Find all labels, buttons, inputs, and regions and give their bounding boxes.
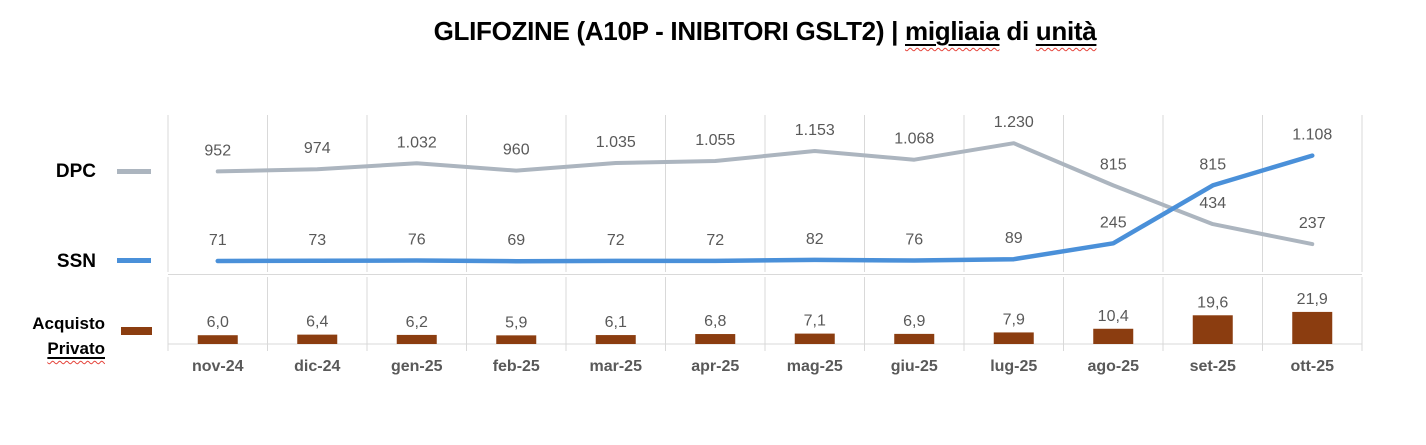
spellcheck-squiggle: Privato [47, 339, 105, 358]
dpc-data-label: 1.153 [795, 122, 835, 139]
ssn-data-label: 72 [706, 232, 724, 249]
bar-data-label: 5,9 [505, 314, 527, 331]
ssn-data-label: 245 [1100, 214, 1127, 231]
dpc-data-label: 1.055 [695, 132, 735, 149]
ssn-data-label: 73 [308, 232, 326, 249]
ssn-data-label: 71 [209, 232, 227, 249]
bar-data-label: 21,9 [1297, 291, 1328, 308]
bar-data-label: 6,9 [903, 313, 925, 330]
dpc-data-label: 815 [1100, 156, 1127, 173]
month-label: ago-25 [1087, 358, 1139, 375]
dpc-data-label: 237 [1299, 215, 1326, 232]
bar-data-label: 7,1 [804, 313, 826, 330]
dpc-data-label: 1.068 [894, 131, 934, 148]
month-label: nov-24 [192, 358, 244, 375]
month-label: lug-25 [990, 358, 1037, 375]
ssn-data-label: 69 [507, 232, 525, 249]
bar-data-label: 19,6 [1197, 294, 1228, 311]
ssn-data-label: 76 [408, 231, 426, 248]
ssn-data-label: 82 [806, 231, 824, 248]
bar-acquisto-privato [1093, 328, 1134, 344]
month-label: giu-25 [891, 358, 938, 375]
underlined-word-migliaia: migliaia [905, 16, 1000, 46]
bar-data-label: 6,4 [306, 314, 328, 331]
bar-data-label: 7,9 [1003, 311, 1025, 328]
dpc-data-label: 952 [204, 142, 231, 159]
dpc-data-label: 434 [1199, 195, 1226, 212]
month-label: apr-25 [691, 358, 739, 375]
ssn-data-label: 89 [1005, 230, 1023, 247]
dpc-data-label: 1.230 [994, 114, 1034, 131]
legend-swatch-dpc-line [117, 169, 151, 174]
ssn-data-label: 815 [1199, 156, 1226, 173]
dpc-data-label: 1.035 [596, 134, 636, 151]
bar-data-label: 6,1 [605, 314, 627, 331]
chart-title-text: GLIFOZINE (A10P - INIBITORI GSLT2) | [433, 16, 906, 46]
bar-data-label: 6,0 [207, 314, 229, 331]
bar-acquisto-privato [1292, 311, 1333, 344]
bar-acquisto-privato [1192, 315, 1233, 344]
dpc-data-label: 1.032 [397, 134, 437, 151]
month-label: gen-25 [391, 358, 443, 375]
dpc-data-label: 974 [304, 140, 331, 157]
ssn-data-label: 72 [607, 232, 625, 249]
month-label: feb-25 [493, 358, 540, 375]
legend-swatch-ssn-line [117, 258, 151, 263]
legend-label-ssn: SSN [56, 251, 96, 272]
legend-swatch-acquisto-bar [121, 327, 152, 335]
bar-acquisto-privato [894, 333, 935, 344]
legend-label-acquisto-privato: Acquisto Privato [0, 311, 105, 361]
month-label: set-25 [1190, 358, 1236, 375]
month-label: dic-24 [294, 358, 340, 375]
month-label: mag-25 [787, 358, 843, 375]
ssn-data-label: 76 [905, 231, 923, 248]
legend-label-acquisto: Acquisto [32, 314, 105, 333]
dpc-data-label: 960 [503, 142, 530, 159]
legend-label-dpc: DPC [55, 161, 96, 182]
month-label: mar-25 [590, 358, 643, 375]
bar-data-label: 6,8 [704, 313, 726, 330]
underlined-word-unita: unità [1036, 16, 1097, 46]
chart-title-text-mid: di [999, 16, 1036, 46]
ssn-line [215, 153, 1315, 264]
ssn-data-label: 1.108 [1292, 127, 1332, 144]
bar-data-label: 10,4 [1098, 308, 1129, 325]
bar-acquisto-privato [595, 335, 636, 344]
chart-title: GLIFOZINE (A10P - INIBITORI GSLT2) | mig… [105, 16, 1425, 47]
spellcheck-squiggle: unità [1035, 16, 1097, 46]
bar-acquisto-privato [197, 335, 238, 344]
bar-data-label: 6,2 [406, 314, 428, 331]
bar-acquisto-privato [695, 334, 736, 344]
bar-acquisto-privato [496, 335, 537, 344]
month-label: ott-25 [1290, 358, 1334, 375]
legend-label-privato: Privato [0, 336, 105, 361]
bar-acquisto-privato [993, 332, 1034, 344]
dpc-line [215, 141, 1315, 247]
bar-acquisto-privato [794, 333, 835, 344]
spellcheck-squiggle: migliaia [905, 16, 1000, 46]
bar-acquisto-privato [297, 334, 338, 344]
bar-acquisto-privato [396, 334, 437, 344]
